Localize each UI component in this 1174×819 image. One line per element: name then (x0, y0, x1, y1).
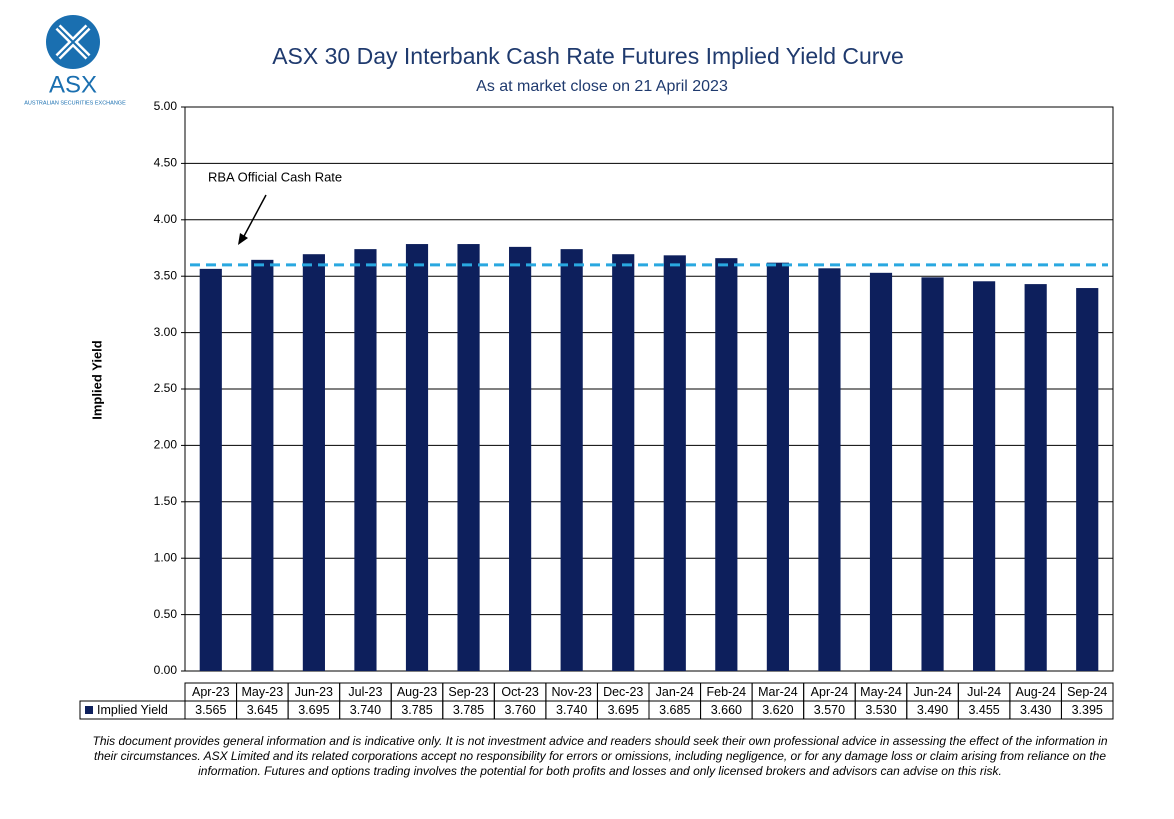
x-tick-label: Aug-23 (397, 685, 437, 699)
table-value: 3.785 (453, 703, 484, 717)
x-tick-label: Sep-24 (1067, 685, 1107, 699)
y-axis-label: Implied Yield (89, 340, 104, 420)
x-tick-label: Apr-23 (192, 685, 230, 699)
x-tick-label: May-24 (860, 685, 902, 699)
logo-tagline: AUSTRALIAN SECURITIES EXCHANGE (24, 100, 126, 106)
y-tick-label: 3.00 (154, 325, 178, 339)
table-value: 3.455 (968, 703, 999, 717)
table-value: 3.740 (556, 703, 587, 717)
plot: 0.00 0.50 1.00 1.50 2.00 2.50 3.00 3.50 4.00 4.50… (79, 99, 1114, 720)
table-value: 3.740 (350, 703, 381, 717)
bar (199, 268, 222, 671)
logo-name: ASX (49, 71, 97, 98)
table-value: 3.785 (401, 703, 432, 717)
table-value: 3.530 (865, 703, 896, 717)
bar (973, 281, 996, 671)
table-value: 3.660 (711, 703, 742, 717)
table-value: 3.685 (659, 703, 690, 717)
bar (509, 246, 532, 671)
bar (302, 254, 325, 672)
table-value: 3.620 (762, 703, 793, 717)
annotation-arrow (242, 194, 267, 239)
y-tick-label: 2.00 (154, 438, 178, 452)
bar (869, 272, 893, 671)
x-tick-label: Jan-24 (656, 685, 694, 699)
chart-title: ASX 30 Day Interbank Cash Rate Futures I… (272, 43, 904, 69)
x-tick-label: Jul-24 (967, 685, 1001, 699)
bar (663, 255, 686, 671)
x-tick-label: Dec-23 (603, 685, 643, 699)
logo: ASX AUSTRALIAN SECURITIES EXCHANGE (24, 15, 126, 106)
annotation: RBA Official Cash Rate (208, 169, 342, 184)
x-tick-label: Jul-23 (348, 685, 382, 699)
x-tick-label: Aug-24 (1016, 685, 1056, 699)
bar (1076, 288, 1099, 671)
table-value: 3.760 (504, 703, 535, 717)
bar (818, 268, 841, 671)
bar (1024, 284, 1047, 671)
table-value: 3.430 (1020, 703, 1051, 717)
y-tick-label: 2.50 (154, 381, 178, 395)
bar (766, 262, 789, 671)
x-tick-label: Mar-24 (758, 685, 798, 699)
y-tick-label: 0.50 (154, 607, 178, 621)
disclaimer-line: information. Futures and options trading… (198, 764, 1002, 778)
y-tick-label: 1.50 (154, 494, 178, 508)
x-tick-label: Oct-23 (501, 685, 539, 699)
x-tick-label: Sep-23 (448, 685, 488, 699)
y-tick-label: 3.50 (154, 268, 178, 282)
bar (921, 277, 944, 671)
logo-mark-inner (57, 26, 89, 58)
disclaimer-line: This document provides general informati… (93, 734, 1108, 748)
x-tick-label: Nov-23 (552, 685, 592, 699)
x-tick-label: Jun-23 (295, 685, 333, 699)
annotation-arrowhead (238, 233, 248, 245)
y-tick-label: 0.00 (154, 663, 178, 677)
x-tick-label: Jun-24 (913, 685, 951, 699)
legend-label: Implied Yield (97, 703, 168, 717)
y-tick-label: 1.00 (154, 550, 178, 564)
x-tick-label: Apr-24 (811, 685, 849, 699)
disclaimer-line: their circumstances. ASX Limited and its… (94, 749, 1106, 763)
table-value: 3.565 (195, 703, 226, 717)
x-tick-label: May-23 (241, 685, 283, 699)
y-tick-label: 5.00 (154, 99, 178, 113)
bar (405, 244, 429, 671)
y-tick-label: 4.00 (154, 212, 178, 226)
bar (457, 244, 480, 671)
table-value: 3.645 (247, 703, 278, 717)
y-tick-label: 4.50 (154, 156, 178, 170)
chart-subtitle: As at market close on 21 April 2023 (476, 78, 728, 95)
table-value: 3.695 (608, 703, 639, 717)
x-tick-label: Feb-24 (707, 685, 747, 699)
table-value: 3.570 (814, 703, 845, 717)
table-value: 3.395 (1072, 703, 1103, 717)
legend-swatch (85, 706, 93, 714)
bar (354, 249, 377, 672)
table-value: 3.695 (298, 703, 329, 717)
bar (612, 254, 635, 672)
bar (251, 259, 274, 671)
table-value: 3.490 (917, 703, 948, 717)
bar (560, 249, 583, 672)
bar (715, 258, 738, 671)
